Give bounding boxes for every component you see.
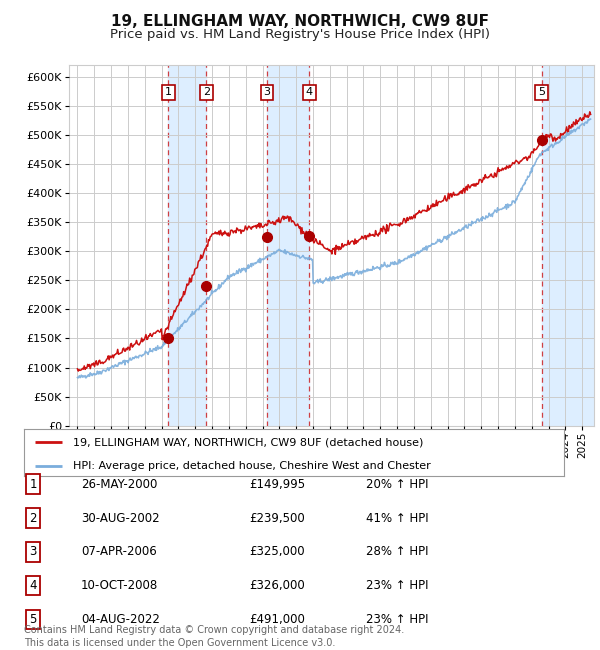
Text: 5: 5: [29, 613, 37, 626]
Text: 07-APR-2006: 07-APR-2006: [81, 545, 157, 558]
Text: £491,000: £491,000: [249, 613, 305, 626]
Bar: [168, 65, 206, 426]
Text: £326,000: £326,000: [249, 579, 305, 592]
Text: 10-OCT-2008: 10-OCT-2008: [81, 579, 158, 592]
Text: 4: 4: [29, 579, 37, 592]
Text: 26-MAY-2000: 26-MAY-2000: [81, 478, 157, 491]
Text: 23% ↑ HPI: 23% ↑ HPI: [366, 579, 428, 592]
Text: 30-AUG-2002: 30-AUG-2002: [81, 512, 160, 525]
Text: 04-AUG-2022: 04-AUG-2022: [81, 613, 160, 626]
Text: HPI: Average price, detached house, Cheshire West and Chester: HPI: Average price, detached house, Ches…: [73, 460, 430, 471]
Text: £239,500: £239,500: [249, 512, 305, 525]
Text: 19, ELLINGHAM WAY, NORTHWICH, CW9 8UF (detached house): 19, ELLINGHAM WAY, NORTHWICH, CW9 8UF (d…: [73, 437, 423, 447]
Text: 4: 4: [306, 87, 313, 98]
Text: 2: 2: [29, 512, 37, 525]
Text: 23% ↑ HPI: 23% ↑ HPI: [366, 613, 428, 626]
Text: 20% ↑ HPI: 20% ↑ HPI: [366, 478, 428, 491]
Text: 3: 3: [29, 545, 37, 558]
Text: 28% ↑ HPI: 28% ↑ HPI: [366, 545, 428, 558]
Text: 19, ELLINGHAM WAY, NORTHWICH, CW9 8UF: 19, ELLINGHAM WAY, NORTHWICH, CW9 8UF: [111, 14, 489, 29]
Text: 1: 1: [165, 87, 172, 98]
Bar: [267, 65, 309, 426]
Text: 3: 3: [263, 87, 271, 98]
Bar: [542, 65, 594, 426]
Text: 1: 1: [29, 478, 37, 491]
Text: Contains HM Land Registry data © Crown copyright and database right 2024.
This d: Contains HM Land Registry data © Crown c…: [24, 625, 404, 648]
Text: 2: 2: [203, 87, 210, 98]
Text: £149,995: £149,995: [249, 478, 305, 491]
Text: £325,000: £325,000: [249, 545, 305, 558]
Text: Price paid vs. HM Land Registry's House Price Index (HPI): Price paid vs. HM Land Registry's House …: [110, 28, 490, 41]
Text: 41% ↑ HPI: 41% ↑ HPI: [366, 512, 428, 525]
Text: 5: 5: [538, 87, 545, 98]
